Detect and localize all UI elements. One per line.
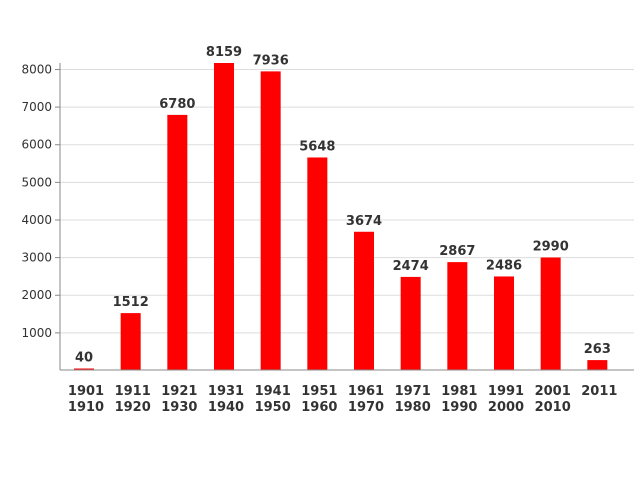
- data-labels: 40 1512 6780 8159 7936 5648 3674 2474 2867 2486 29…: [75, 45, 611, 365]
- y-tick-label: 5000: [21, 175, 52, 189]
- y-tick-label: 3000: [21, 251, 52, 265]
- x-tick-label: 1991: [488, 384, 524, 399]
- y-tick-label: 1000: [21, 326, 52, 340]
- x-tick-label: 1961: [348, 384, 384, 399]
- x-tick-label: 1931: [208, 384, 244, 399]
- bar: [494, 276, 514, 370]
- x-tick-label: 1971: [395, 384, 431, 399]
- x-tick-label: 1950: [255, 400, 291, 415]
- data-label: 2990: [533, 239, 569, 254]
- bar: [354, 231, 374, 370]
- x-tick-label: 2000: [488, 400, 524, 415]
- x-tick-label: 1941: [255, 384, 291, 399]
- x-tick-label: 2011: [581, 384, 617, 399]
- y-tick-label: 8000: [21, 62, 52, 76]
- axes: [59, 63, 634, 371]
- x-tick-label: 1951: [301, 384, 337, 399]
- x-tick-label: 1940: [208, 400, 244, 415]
- bar: [587, 360, 608, 370]
- data-label: 2474: [393, 259, 429, 274]
- bar: [214, 63, 234, 370]
- bars: [74, 63, 608, 371]
- data-label: 8159: [206, 45, 242, 60]
- y-tick-label: 7000: [21, 100, 52, 114]
- gridlines: [60, 68, 634, 334]
- bar: [167, 114, 188, 371]
- data-label: 40: [75, 350, 93, 365]
- x-tick-label: 1910: [68, 400, 104, 415]
- bar: [540, 257, 561, 370]
- data-label: 5648: [299, 139, 335, 154]
- data-label: 263: [584, 342, 611, 357]
- x-tick-label: 1980: [395, 400, 431, 415]
- x-tick-label: 1930: [161, 400, 197, 415]
- x-tick-label: 1921: [161, 384, 197, 399]
- data-label: 2486: [486, 258, 522, 273]
- bar: [307, 157, 328, 370]
- x-tick-label: 2001: [535, 384, 571, 399]
- bar: [447, 262, 468, 370]
- x-tick-label: 1911: [115, 384, 151, 399]
- x-tick-label: 2010: [535, 400, 571, 415]
- data-label: 6780: [159, 97, 195, 112]
- bar: [400, 276, 421, 370]
- x-tick-label: 1960: [301, 400, 337, 415]
- x-tick-label: 1970: [348, 400, 384, 415]
- bar: [120, 313, 141, 370]
- data-label: 2867: [439, 244, 475, 259]
- y-tick-label: 2000: [21, 288, 52, 302]
- bar: [74, 368, 94, 370]
- bar: [260, 71, 281, 370]
- x-tick-label: 1981: [441, 384, 477, 399]
- x-tick-label: 1920: [115, 400, 151, 415]
- y-tick-label: 6000: [21, 138, 52, 152]
- data-label: 3674: [346, 214, 382, 229]
- x-tick-label: 1901: [68, 384, 104, 399]
- x-tick-label: 1990: [441, 400, 477, 415]
- y-tick-labels: 1000 2000 3000 4000 5000 6000 7000 8000: [21, 62, 60, 340]
- data-label: 1512: [113, 295, 149, 310]
- data-label: 7936: [253, 53, 289, 68]
- y-tick-label: 4000: [21, 213, 52, 227]
